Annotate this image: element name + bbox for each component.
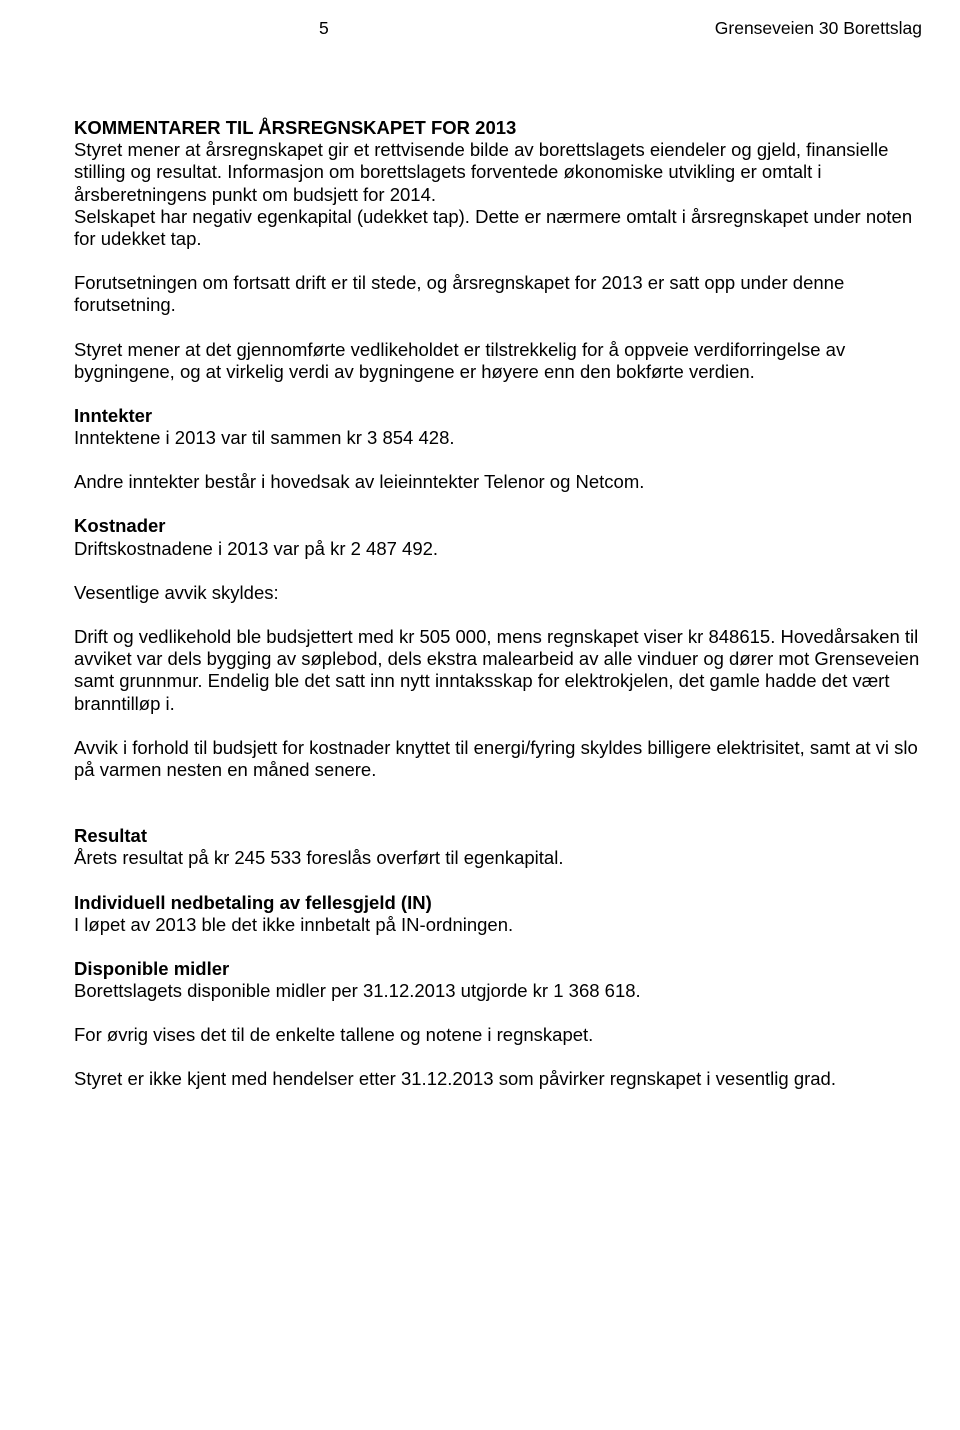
hendelser-section: Styret er ikke kjent med hendelser etter… xyxy=(74,1068,922,1090)
vesentlige-avvik-text: Vesentlige avvik skyldes: xyxy=(74,582,922,604)
vedlikehold-text: Styret mener at det gjennomførte vedlike… xyxy=(74,339,922,383)
disponible-body: Borettslagets disponible midler per 31.1… xyxy=(74,980,922,1002)
page-number: 5 xyxy=(319,18,329,39)
andre-inntekter-section: Andre inntekter består i hovedsak av lei… xyxy=(74,471,922,493)
document-title: KOMMENTARER TIL ÅRSREGNSKAPET FOR 2013 xyxy=(74,117,922,139)
kostnader-body: Driftskostnadene i 2013 var på kr 2 487 … xyxy=(74,538,922,560)
kostnader-heading: Kostnader xyxy=(74,515,922,537)
title-section: KOMMENTARER TIL ÅRSREGNSKAPET FOR 2013 S… xyxy=(74,117,922,250)
vedlikehold-section: Styret mener at det gjennomførte vedlike… xyxy=(74,339,922,383)
vesentlige-avvik-section: Vesentlige avvik skyldes: xyxy=(74,582,922,604)
hendelser-text: Styret er ikke kjent med hendelser etter… xyxy=(74,1068,922,1090)
in-body: I løpet av 2013 ble det ikke innbetalt p… xyxy=(74,914,922,936)
kostnader-section: Kostnader Driftskostnadene i 2013 var på… xyxy=(74,515,922,559)
drift-vedlikehold-section: Drift og vedlikehold ble budsjettert med… xyxy=(74,626,922,715)
company-name: Grenseveien 30 Borettslag xyxy=(715,18,922,39)
for-ovrig-text: For øvrig vises det til de enkelte talle… xyxy=(74,1024,922,1046)
for-ovrig-section: For øvrig vises det til de enkelte talle… xyxy=(74,1024,922,1046)
avvik-budsjett-text: Avvik i forhold til budsjett for kostnad… xyxy=(74,737,922,781)
resultat-heading: Resultat xyxy=(74,825,922,847)
page-header: 5 Grenseveien 30 Borettslag xyxy=(74,18,922,39)
in-heading: Individuell nedbetaling av fellesgjeld (… xyxy=(74,892,922,914)
inntekter-heading: Inntekter xyxy=(74,405,922,427)
disponible-section: Disponible midler Borettslagets disponib… xyxy=(74,958,922,1002)
in-section: Individuell nedbetaling av fellesgjeld (… xyxy=(74,892,922,936)
forutsetning-section: Forutsetningen om fortsatt drift er til … xyxy=(74,272,922,316)
drift-vedlikehold-text: Drift og vedlikehold ble budsjettert med… xyxy=(74,626,922,715)
intro-paragraph-1: Styret mener at årsregnskapet gir et ret… xyxy=(74,139,922,206)
disponible-heading: Disponible midler xyxy=(74,958,922,980)
resultat-section: Resultat Årets resultat på kr 245 533 fo… xyxy=(74,825,922,869)
avvik-budsjett-section: Avvik i forhold til budsjett for kostnad… xyxy=(74,737,922,781)
intro-paragraph-2: Selskapet har negativ egenkapital (udekk… xyxy=(74,206,922,250)
andre-inntekter-text: Andre inntekter består i hovedsak av lei… xyxy=(74,471,922,493)
forutsetning-text: Forutsetningen om fortsatt drift er til … xyxy=(74,272,922,316)
inntekter-body: Inntektene i 2013 var til sammen kr 3 85… xyxy=(74,427,922,449)
resultat-body: Årets resultat på kr 245 533 foreslås ov… xyxy=(74,847,922,869)
inntekter-section: Inntekter Inntektene i 2013 var til samm… xyxy=(74,405,922,449)
